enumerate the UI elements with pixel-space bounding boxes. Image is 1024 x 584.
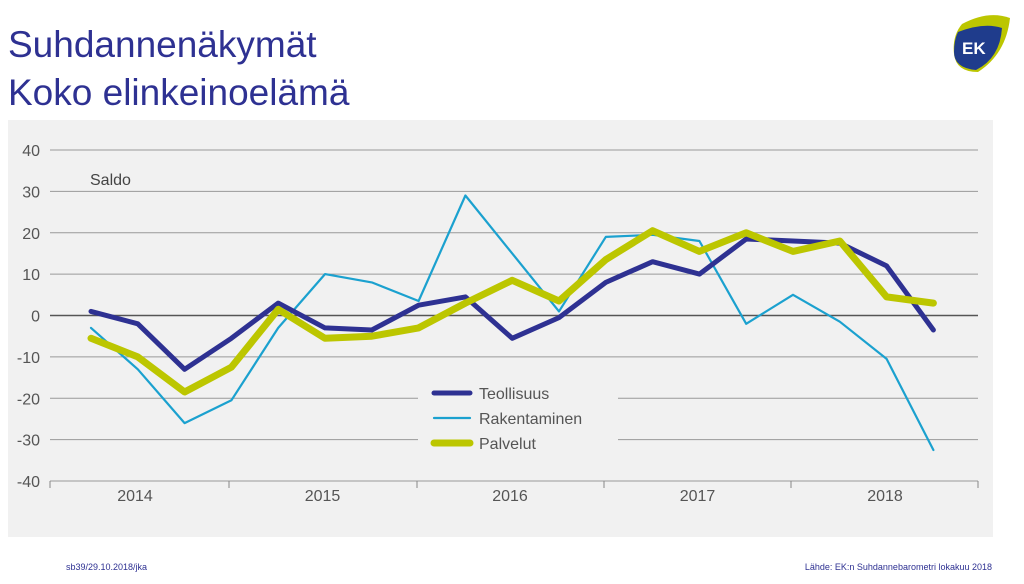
- y-tick-label: -40: [17, 474, 40, 491]
- x-tick-label: 2017: [680, 488, 716, 505]
- x-tick-label: 2015: [305, 488, 341, 505]
- legend-label: Teollisuus: [479, 386, 549, 403]
- svg-text:EK: EK: [962, 39, 986, 58]
- y-tick-label: 10: [22, 267, 40, 284]
- series-line-teollisuus: [88, 236, 936, 372]
- legend-label: Rakentaminen: [479, 411, 582, 428]
- y-tick-label: 0: [31, 309, 40, 326]
- ek-logo: EK: [953, 15, 1010, 73]
- y-axis-label: Saldo: [90, 172, 131, 189]
- x-tick-label: 2018: [867, 488, 903, 505]
- y-tick-label: 20: [22, 226, 40, 243]
- y-tick-label: -30: [17, 433, 40, 450]
- title-line-1: Suhdannenäkymät: [8, 24, 317, 65]
- title-line-2: Koko elinkeinoelämä: [8, 72, 350, 113]
- footer-source: Lähde: EK:n Suhdannebarometri lokakuu 20…: [804, 562, 992, 572]
- x-tick-label: 2014: [117, 488, 153, 505]
- x-tick-label: 2016: [492, 488, 528, 505]
- series-line-palvelut: [87, 227, 937, 396]
- series-line-rakentaminen: [89, 194, 935, 452]
- footer-id: sb39/29.10.2018/jka: [66, 562, 148, 572]
- y-tick-label: -20: [17, 391, 40, 408]
- y-tick-label: -10: [17, 350, 40, 367]
- y-tick-label: 30: [22, 184, 40, 201]
- y-tick-label: 40: [22, 143, 40, 160]
- legend-label: Palvelut: [479, 436, 536, 453]
